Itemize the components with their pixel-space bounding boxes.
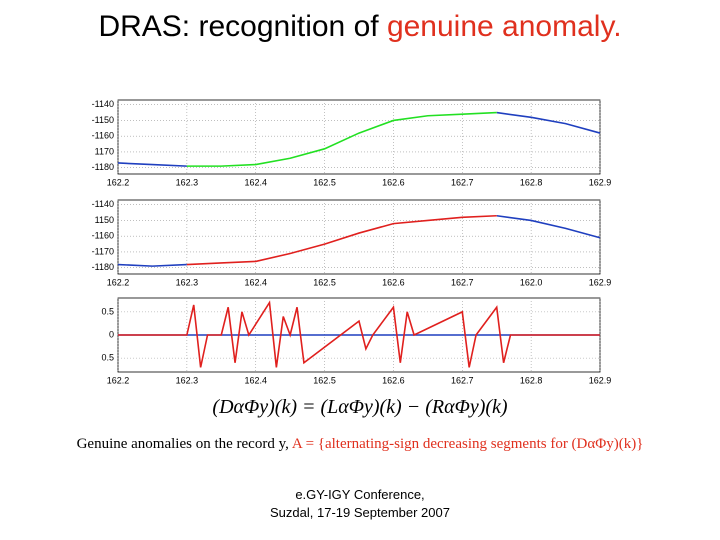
x-tick-label: 162.7 <box>451 277 474 287</box>
y-tick-label: -1160 <box>92 131 114 141</box>
y-tick-label: -1170 <box>92 246 114 256</box>
slide-title: DRAS: recognition of genuine anomaly. <box>0 8 720 46</box>
series-line <box>496 214 601 239</box>
series-line <box>186 214 497 266</box>
plot-area <box>117 199 601 275</box>
series-line <box>186 111 497 167</box>
x-tick-label: 162.3 <box>176 277 199 287</box>
x-tick-label: 162.3 <box>176 375 199 385</box>
caption-highlight: A = {alternating-sign decreasing segment… <box>291 436 644 452</box>
x-tick-label: 162.7 <box>451 177 474 187</box>
y-tick-label: -1180 <box>92 162 114 172</box>
x-tick-label: 162.5 <box>313 277 336 287</box>
x-tick-label: 162.6 <box>382 177 405 187</box>
x-tick-label: 162.2 <box>107 277 130 287</box>
x-tick-label: 162.8 <box>520 177 543 187</box>
y-tick-label: 0.5 <box>101 353 114 363</box>
x-tick-label: 162.9 <box>589 177 612 187</box>
y-tick-label: 1170 <box>95 146 114 156</box>
footer: e.GY-IGY Conference, Suzdal, 17-19 Septem… <box>0 486 720 522</box>
caption: Genuine anomalies on the record y, A = {… <box>0 436 720 453</box>
x-tick-label: 162.3 <box>176 177 199 187</box>
title-highlight: genuine anomaly. <box>386 10 622 43</box>
y-tick-label: -1140 <box>92 99 114 109</box>
x-tick-label: 162.2 <box>107 177 130 187</box>
x-tick-label: 162.7 <box>451 375 474 385</box>
x-tick-label: 162.6 <box>382 375 405 385</box>
y-tick-label: 0.5 <box>101 306 114 316</box>
footer-line: e.GY-IGY Conference, <box>295 487 425 502</box>
x-tick-label: 162.6 <box>382 277 405 287</box>
y-tick-label: -1160 <box>92 231 114 241</box>
series-line <box>496 111 601 134</box>
y-tick-label: -1150 <box>92 115 114 125</box>
x-tick-label: 162.9 <box>589 277 612 287</box>
title-text: DRAS: recognition of <box>98 10 379 43</box>
series-line <box>118 300 600 368</box>
y-tick-label: -1180 <box>92 262 114 272</box>
x-tick-label: 162.9 <box>589 375 612 385</box>
x-tick-label: 162.5 <box>313 177 336 187</box>
series-line <box>117 263 187 267</box>
x-tick-label: 162.0 <box>520 277 543 287</box>
x-tick-label: 162.4 <box>244 375 267 385</box>
x-tick-label: 162.2 <box>107 375 130 385</box>
x-tick-label: 162.4 <box>244 177 267 187</box>
y-tick-label: -1140 <box>92 199 114 209</box>
y-tick-label: 0 <box>109 329 114 339</box>
footer-line: Suzdal, 17-19 September 2007 <box>270 505 450 520</box>
x-tick-label: 162.5 <box>313 375 336 385</box>
plot-area <box>117 99 601 175</box>
x-tick-label: 162.8 <box>520 375 543 385</box>
x-tick-label: 162.4 <box>244 277 267 287</box>
caption-text: Genuine anomalies on the record y, <box>76 436 289 452</box>
y-tick-label: 1150 <box>95 215 114 225</box>
formula: (DαΦy)(k) = (LαΦy)(k) − (RαΦy)(k) <box>212 396 508 418</box>
series-line <box>117 162 187 167</box>
